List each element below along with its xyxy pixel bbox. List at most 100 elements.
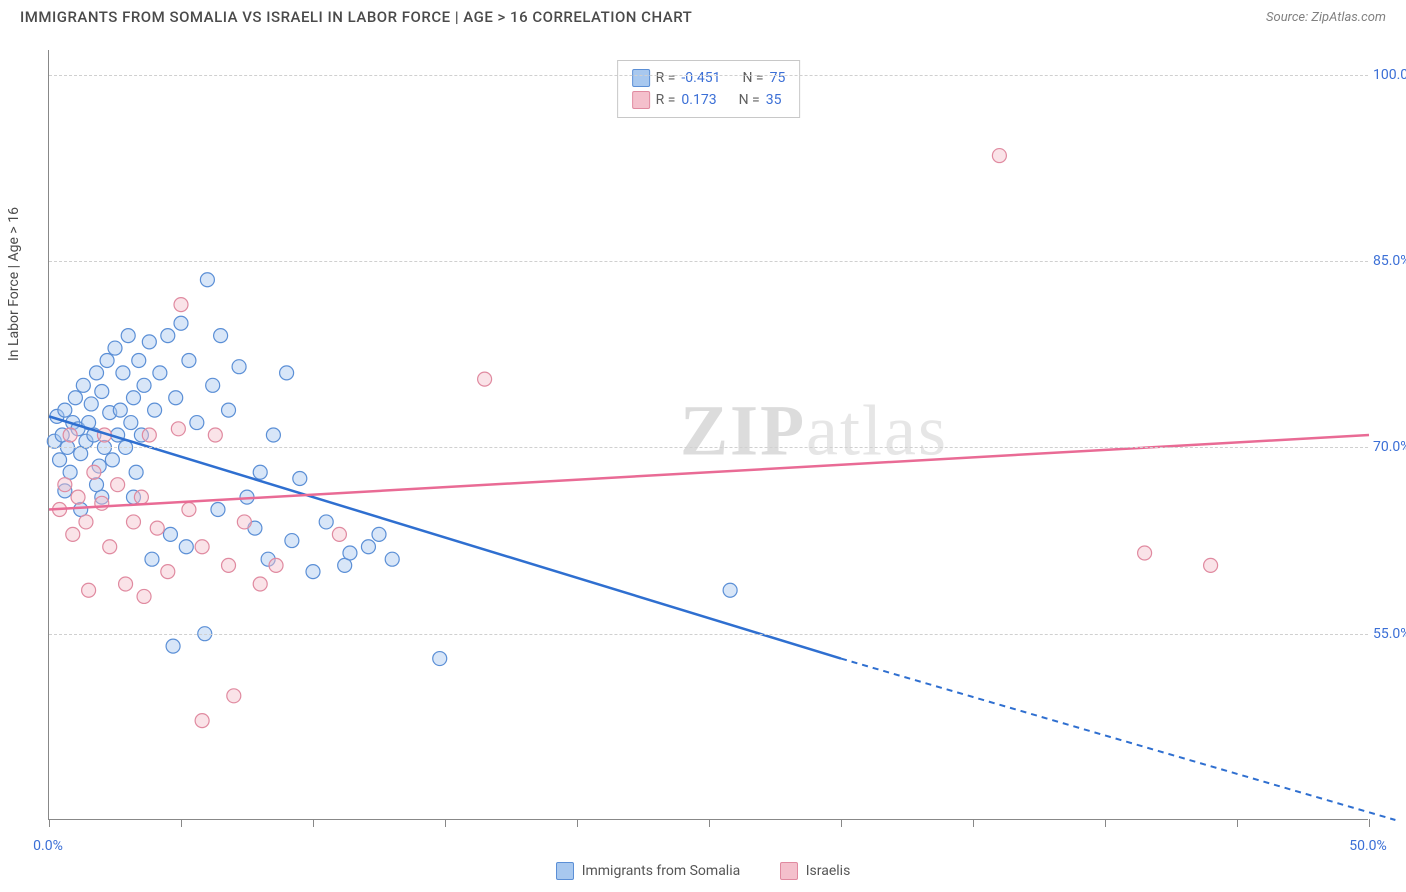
data-point <box>1138 546 1152 560</box>
y-axis-label: In Labor Force | Age > 16 <box>6 207 22 361</box>
y-tick-label: 85.0% <box>1373 253 1406 269</box>
data-point <box>150 521 164 535</box>
data-point <box>76 378 90 392</box>
data-point <box>95 385 109 399</box>
legend-item-israelis: Israelis <box>780 862 851 880</box>
data-point <box>723 583 737 597</box>
r-value-israelis: 0.173 <box>681 89 716 111</box>
data-point <box>100 353 114 367</box>
trend-line-extrapolated <box>841 659 1395 820</box>
x-tick-label: 0.0% <box>33 838 63 854</box>
data-point <box>182 353 196 367</box>
data-point <box>232 360 246 374</box>
data-point <box>206 378 220 392</box>
swatch-somalia-bottom <box>556 862 574 880</box>
data-point <box>385 552 399 566</box>
trend-line <box>49 435 1369 510</box>
data-point <box>306 565 320 579</box>
x-tick <box>1105 819 1106 827</box>
data-point <box>195 714 209 728</box>
data-point <box>113 403 127 417</box>
gridline <box>49 634 1368 635</box>
data-point <box>237 515 251 529</box>
data-point <box>79 515 93 529</box>
data-point <box>280 366 294 380</box>
data-point <box>293 471 307 485</box>
data-point <box>142 428 156 442</box>
data-point <box>161 565 175 579</box>
data-point <box>174 298 188 312</box>
data-point <box>253 577 267 591</box>
data-point <box>116 366 130 380</box>
data-point <box>1204 558 1218 572</box>
swatch-israelis-bottom <box>780 862 798 880</box>
data-point <box>145 552 159 566</box>
data-point <box>90 478 104 492</box>
data-point <box>95 496 109 510</box>
data-point <box>126 391 140 405</box>
swatch-somalia <box>632 69 650 87</box>
data-point <box>222 403 236 417</box>
data-point <box>179 540 193 554</box>
x-tick <box>1369 819 1370 827</box>
data-point <box>332 527 346 541</box>
data-point <box>66 527 80 541</box>
x-tick <box>49 819 50 827</box>
x-tick <box>313 819 314 827</box>
chart-header: IMMIGRANTS FROM SOMALIA VS ISRAELI IN LA… <box>0 0 1406 30</box>
data-point <box>108 341 122 355</box>
data-point <box>372 527 386 541</box>
data-point <box>129 465 143 479</box>
data-point <box>121 329 135 343</box>
legend-row-israelis: R = 0.173 N = 35 <box>632 89 786 111</box>
data-point <box>90 366 104 380</box>
data-point <box>214 329 228 343</box>
gridline <box>49 75 1368 76</box>
data-point <box>63 428 77 442</box>
data-point <box>82 583 96 597</box>
data-point <box>182 503 196 517</box>
data-point <box>132 353 146 367</box>
data-point <box>137 589 151 603</box>
n-value-somalia: 75 <box>770 67 786 89</box>
data-point <box>174 316 188 330</box>
data-point <box>222 558 236 572</box>
data-point <box>163 527 177 541</box>
data-point <box>166 639 180 653</box>
gridline <box>49 447 1368 448</box>
x-tick <box>1237 819 1238 827</box>
correlation-legend: R = -0.451 N = 75 R = 0.173 N = 35 <box>617 60 801 118</box>
data-point <box>68 391 82 405</box>
data-point <box>433 652 447 666</box>
data-point <box>161 329 175 343</box>
data-point <box>285 534 299 548</box>
x-tick <box>577 819 578 827</box>
data-point <box>169 391 183 405</box>
x-tick-label: 50.0% <box>1349 838 1387 854</box>
data-point <box>105 453 119 467</box>
chart-title: IMMIGRANTS FROM SOMALIA VS ISRAELI IN LA… <box>20 8 692 26</box>
data-point <box>87 465 101 479</box>
data-point <box>208 428 222 442</box>
chart-plot-area: ZIPatlas R = -0.451 N = 75 R = 0.173 N =… <box>48 50 1368 820</box>
data-point <box>111 478 125 492</box>
series-legend: Immigrants from Somalia Israelis <box>0 862 1406 884</box>
x-tick <box>973 819 974 827</box>
data-point <box>53 453 67 467</box>
data-point <box>119 577 133 591</box>
y-tick-label: 100.0% <box>1373 67 1406 83</box>
x-tick <box>841 819 842 827</box>
y-tick-label: 55.0% <box>1373 626 1406 642</box>
data-point <box>200 273 214 287</box>
data-point <box>71 490 85 504</box>
data-point <box>266 428 280 442</box>
gridline <box>49 261 1368 262</box>
data-point <box>992 149 1006 163</box>
data-point <box>211 503 225 517</box>
legend-item-somalia: Immigrants from Somalia <box>556 862 741 880</box>
data-point <box>171 422 185 436</box>
x-tick <box>445 819 446 827</box>
scatter-svg <box>49 50 1368 819</box>
swatch-israelis <box>632 91 650 109</box>
data-point <box>478 372 492 386</box>
